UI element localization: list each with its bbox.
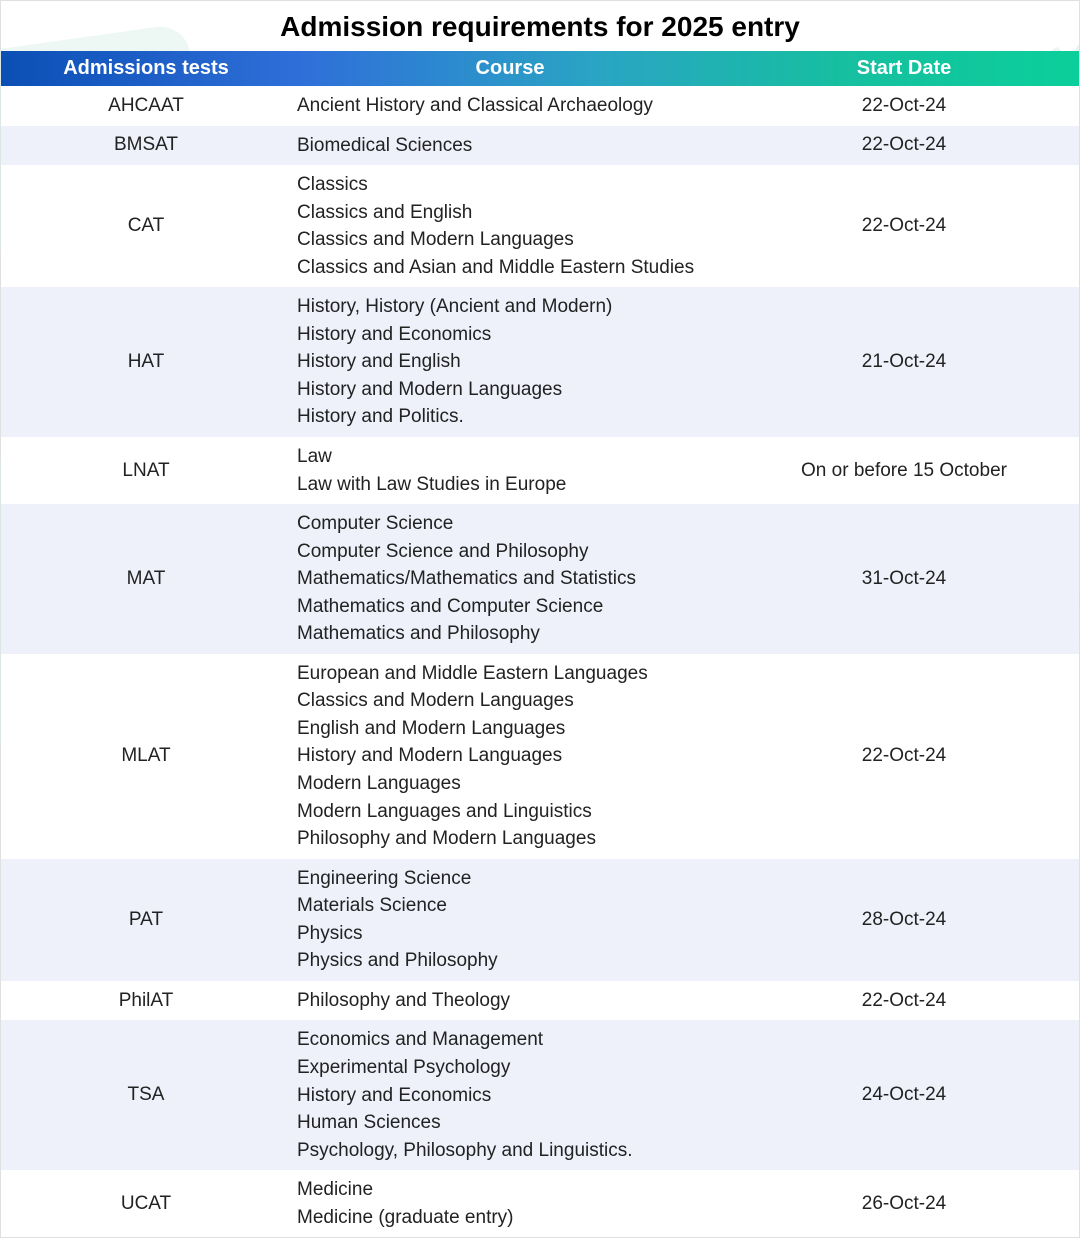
course-line: Physics bbox=[297, 920, 721, 948]
course-line: Classics and Asian and Middle Eastern St… bbox=[297, 254, 721, 282]
cell-test: PAT bbox=[1, 905, 291, 935]
course-line: History and Economics bbox=[297, 1082, 721, 1110]
cell-test: PhilAT bbox=[1, 986, 291, 1016]
course-line: History and Economics bbox=[297, 321, 721, 349]
course-line: Classics and Modern Languages bbox=[297, 226, 721, 254]
course-line: Modern Languages bbox=[297, 770, 721, 798]
table-row: BMSATBiomedical Sciences 22-Oct-24 bbox=[1, 126, 1079, 166]
cell-courses: Biomedical Sciences bbox=[291, 126, 729, 166]
course-line: Classics and English bbox=[297, 199, 721, 227]
course-line: Mathematics/Mathematics and Statistics bbox=[297, 565, 721, 593]
course-line: Medicine bbox=[297, 1176, 721, 1204]
course-line: Human Sciences bbox=[297, 1109, 721, 1137]
course-line: Law bbox=[297, 443, 721, 471]
cell-date: 26-Oct-24 bbox=[729, 1189, 1079, 1219]
cell-test: MAT bbox=[1, 564, 291, 594]
table-row: HATHistory, History (Ancient and Modern)… bbox=[1, 287, 1079, 437]
cell-date: 21-Oct-24 bbox=[729, 347, 1079, 377]
table-header-row: Admissions tests Course Start Date bbox=[1, 51, 1079, 86]
course-line: History and Politics. bbox=[297, 403, 721, 431]
course-line: Biomedical Sciences bbox=[297, 132, 721, 160]
course-line: Medicine (graduate entry) bbox=[297, 1204, 721, 1232]
header-tests: Admissions tests bbox=[1, 51, 291, 86]
course-line: Experimental Psychology bbox=[297, 1054, 721, 1082]
cell-date: 31-Oct-24 bbox=[729, 564, 1079, 594]
course-line: Computer Science and Philosophy bbox=[297, 538, 721, 566]
cell-date: On or before 15 October bbox=[729, 456, 1079, 486]
course-line: Classics and Modern Languages bbox=[297, 687, 721, 715]
table-row: PhilATPhilosophy and Theology 22-Oct-24 bbox=[1, 981, 1079, 1021]
cell-courses: Philosophy and Theology bbox=[291, 981, 729, 1021]
cell-courses: Economics and ManagementExperimental Psy… bbox=[291, 1020, 729, 1170]
cell-date: 22-Oct-24 bbox=[729, 91, 1079, 121]
table-row: TSAEconomics and ManagementExperimental … bbox=[1, 1020, 1079, 1170]
cell-test: AHCAAT bbox=[1, 91, 291, 121]
cell-test: LNAT bbox=[1, 456, 291, 486]
cell-courses: Computer ScienceComputer Science and Phi… bbox=[291, 504, 729, 654]
cell-date: 22-Oct-24 bbox=[729, 741, 1079, 771]
cell-courses: Ancient History and Classical Archaeolog… bbox=[291, 86, 729, 126]
course-line: Physics and Philosophy bbox=[297, 947, 721, 975]
course-line: Ancient History and Classical Archaeolog… bbox=[297, 92, 721, 120]
page-title: Admission requirements for 2025 entry bbox=[1, 0, 1079, 51]
course-line: History, History (Ancient and Modern) bbox=[297, 293, 721, 321]
cell-courses: ClassicsClassics and EnglishClassics and… bbox=[291, 165, 729, 287]
course-line: Psychology, Philosophy and Linguistics. bbox=[297, 1137, 721, 1165]
cell-test: UCAT bbox=[1, 1189, 291, 1219]
cell-test: CAT bbox=[1, 211, 291, 241]
course-line: Philosophy and Theology bbox=[297, 987, 721, 1015]
table-row: PATEngineering ScienceMaterials ScienceP… bbox=[1, 859, 1079, 981]
cell-courses: LawLaw with Law Studies in Europe bbox=[291, 437, 729, 504]
course-line: History and Modern Languages bbox=[297, 376, 721, 404]
course-line: Computer Science bbox=[297, 510, 721, 538]
header-start-date: Start Date bbox=[729, 51, 1079, 86]
course-line: Philosophy and Modern Languages bbox=[297, 825, 721, 853]
course-line: Materials Science bbox=[297, 892, 721, 920]
cell-date: 22-Oct-24 bbox=[729, 986, 1079, 1016]
cell-date: 22-Oct-24 bbox=[729, 211, 1079, 241]
course-line: English and Modern Languages bbox=[297, 715, 721, 743]
course-line: Modern Languages and Linguistics bbox=[297, 798, 721, 826]
table-row: MATComputer ScienceComputer Science and … bbox=[1, 504, 1079, 654]
cell-courses: MedicineMedicine (graduate entry) bbox=[291, 1170, 729, 1237]
course-line: History and English bbox=[297, 348, 721, 376]
course-line: History and Modern Languages bbox=[297, 742, 721, 770]
cell-test: BMSAT bbox=[1, 130, 291, 160]
course-line: Economics and Management bbox=[297, 1026, 721, 1054]
table-row: MLATEuropean and Middle Eastern Language… bbox=[1, 654, 1079, 859]
table-row: CATClassicsClassics and EnglishClassics … bbox=[1, 165, 1079, 287]
course-line: European and Middle Eastern Languages bbox=[297, 660, 721, 688]
course-line: Classics bbox=[297, 171, 721, 199]
table-row: LNATLawLaw with Law Studies in EuropeOn … bbox=[1, 437, 1079, 504]
cell-date: 28-Oct-24 bbox=[729, 905, 1079, 935]
course-line: Mathematics and Philosophy bbox=[297, 620, 721, 648]
course-line: Law with Law Studies in Europe bbox=[297, 471, 721, 499]
cell-date: 22-Oct-24 bbox=[729, 130, 1079, 160]
cell-courses: European and Middle Eastern LanguagesCla… bbox=[291, 654, 729, 859]
cell-courses: History, History (Ancient and Modern)His… bbox=[291, 287, 729, 437]
cell-courses: Engineering ScienceMaterials SciencePhys… bbox=[291, 859, 729, 981]
table-row: UCATMedicineMedicine (graduate entry)26-… bbox=[1, 1170, 1079, 1237]
course-line: Engineering Science bbox=[297, 865, 721, 893]
cell-test: HAT bbox=[1, 347, 291, 377]
course-line: Mathematics and Computer Science bbox=[297, 593, 721, 621]
table-row: AHCAATAncient History and Classical Arch… bbox=[1, 86, 1079, 126]
header-course: Course bbox=[291, 51, 729, 86]
cell-test: MLAT bbox=[1, 741, 291, 771]
